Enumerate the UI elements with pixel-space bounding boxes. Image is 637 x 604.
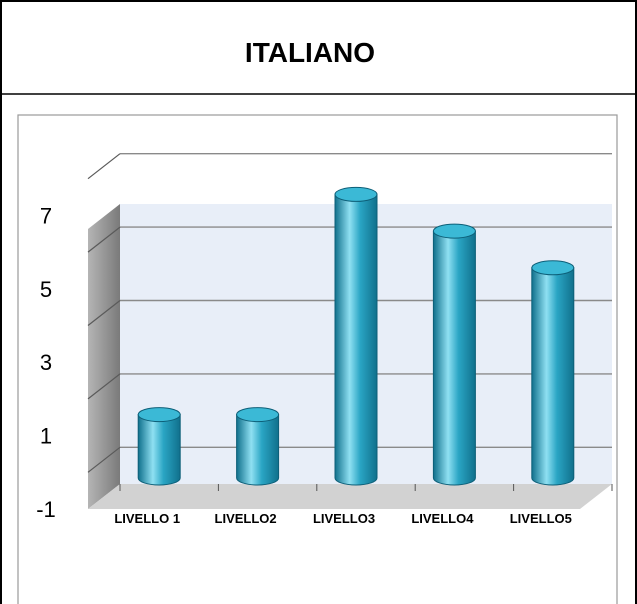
- bar: [432, 223, 476, 486]
- plot-area-border: [17, 114, 618, 604]
- gridline-side: [87, 153, 121, 180]
- bar: [236, 407, 280, 486]
- side-wall: [88, 204, 120, 509]
- category-label: LIVELLO4: [411, 511, 474, 526]
- bar-body: [236, 414, 280, 486]
- category-label: LIVELLO5: [510, 511, 572, 526]
- bar-top: [236, 407, 280, 423]
- gridline-side: [87, 446, 121, 473]
- y-tick-label: -1: [36, 497, 56, 522]
- y-tick-label: 5: [40, 277, 52, 302]
- bar: [334, 186, 378, 486]
- bar-body: [334, 193, 378, 486]
- bar-top: [432, 223, 476, 239]
- bar-body: [531, 267, 575, 486]
- gridline-side: [87, 226, 121, 253]
- chart-title: ITALIANO: [245, 37, 375, 68]
- bar: [531, 260, 575, 486]
- bar-body: [432, 230, 476, 486]
- bar: [137, 407, 181, 486]
- bar-top: [531, 260, 575, 276]
- bar-body: [137, 414, 181, 486]
- gridline-side: [87, 373, 121, 400]
- floor: [88, 484, 612, 509]
- bar-top: [137, 407, 181, 423]
- category-label: LIVELLO 1: [114, 511, 180, 526]
- y-tick-label: 3: [40, 350, 52, 375]
- category-label: LIVELLO3: [313, 511, 375, 526]
- y-tick-label: 7: [40, 203, 52, 228]
- y-tick-label: 1: [40, 424, 52, 449]
- category-label: LIVELLO2: [215, 511, 277, 526]
- bar-top: [334, 186, 378, 202]
- gridline-side: [87, 300, 121, 326]
